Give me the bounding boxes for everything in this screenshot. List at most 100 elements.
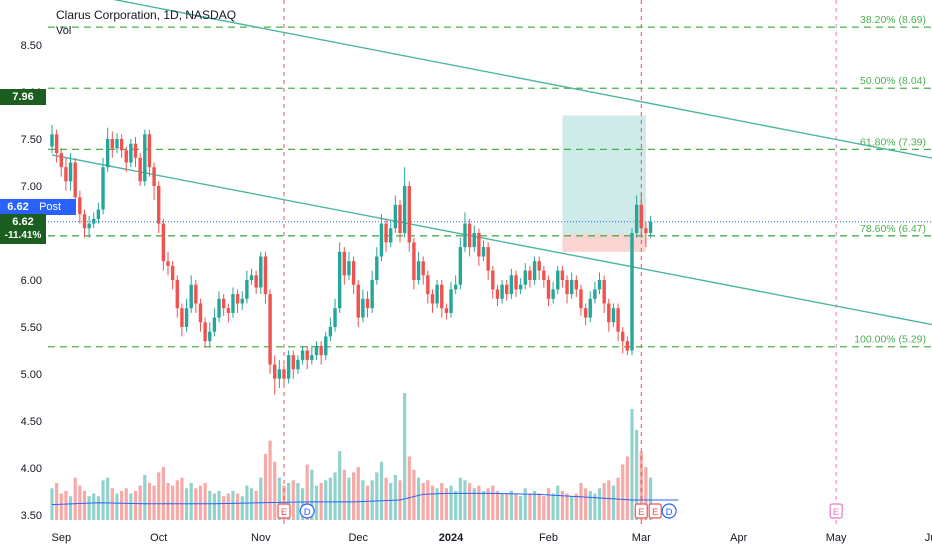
- volume-bar: [579, 482, 583, 520]
- candle-body: [245, 280, 249, 299]
- candle-body: [463, 223, 467, 248]
- candle-body: [161, 223, 166, 262]
- candle: [509, 268, 514, 299]
- candle-body: [175, 280, 179, 309]
- earnings-marker-box: [634, 503, 648, 519]
- candle: [119, 134, 124, 158]
- trendline: [51, 154, 932, 326]
- candle: [384, 218, 388, 252]
- volume-bar: [106, 477, 110, 520]
- candle-body: [361, 298, 365, 318]
- x-tick-label: Feb: [539, 532, 558, 544]
- candle: [416, 251, 421, 285]
- x-tick-label: 2024: [439, 532, 464, 544]
- candle-body: [486, 247, 490, 271]
- candle-body: [644, 228, 648, 233]
- y-tick-label: 8.50: [21, 40, 42, 52]
- earnings-marker[interactable]: E: [829, 503, 843, 519]
- high-price-value: 7.96: [12, 91, 34, 103]
- volume-bar: [180, 477, 184, 520]
- candle: [379, 214, 384, 262]
- volume-bar: [375, 472, 379, 520]
- candle-body: [87, 223, 91, 229]
- candle-body: [347, 261, 351, 276]
- candle-body: [593, 289, 597, 299]
- volume-bar: [611, 485, 616, 520]
- volume-bar: [560, 490, 564, 520]
- candle-body: [625, 341, 630, 351]
- candle: [569, 272, 574, 299]
- candle: [212, 308, 217, 337]
- earnings-marker-box: [277, 503, 291, 519]
- candle-body: [440, 284, 444, 309]
- candle: [110, 131, 115, 158]
- candle: [203, 317, 207, 348]
- dividend-marker-circle: [299, 503, 315, 519]
- candle: [314, 341, 319, 360]
- volume-bar: [551, 493, 555, 520]
- candle: [347, 251, 351, 280]
- y-tick-label: 7.50: [21, 134, 42, 146]
- candle: [551, 281, 555, 304]
- candle-body: [319, 345, 323, 356]
- candle-body: [634, 204, 639, 233]
- candle-body: [588, 298, 592, 318]
- x-tick-label: Mar: [632, 532, 651, 544]
- volume-bar: [310, 469, 314, 520]
- volume-bar: [175, 480, 179, 520]
- candle: [286, 350, 291, 384]
- candle: [138, 153, 142, 186]
- candle-body: [477, 233, 481, 257]
- dividend-marker[interactable]: D: [661, 503, 677, 519]
- candle: [310, 345, 314, 365]
- candle-body: [542, 270, 546, 280]
- candle: [444, 303, 449, 320]
- candle-body: [157, 186, 161, 224]
- volume-bar: [421, 482, 425, 520]
- candle: [175, 275, 179, 318]
- dividend-marker[interactable]: D: [299, 503, 315, 519]
- volume-bar: [440, 482, 444, 520]
- candle: [240, 291, 244, 311]
- earnings-marker[interactable]: E: [277, 503, 291, 519]
- candle-body: [101, 167, 105, 210]
- candle-body: [198, 303, 203, 323]
- volume-bar: [115, 493, 119, 520]
- volume-bar: [523, 488, 527, 520]
- volume-bar: [546, 488, 551, 520]
- candle-body: [300, 350, 305, 360]
- volume-bar: [607, 480, 611, 520]
- candle-body: [333, 308, 337, 327]
- candle-body: [54, 134, 59, 154]
- volume-bar: [644, 467, 648, 520]
- candle-body: [342, 251, 347, 276]
- volume-bar: [361, 480, 365, 520]
- earnings-marker[interactable]: E: [648, 503, 662, 519]
- candle-body: [569, 280, 574, 295]
- volume-bar: [500, 493, 504, 520]
- candle-body: [143, 134, 147, 182]
- candle: [361, 289, 365, 323]
- candle: [407, 181, 411, 252]
- candle: [147, 129, 152, 177]
- candle-body: [375, 256, 379, 280]
- volume-bar: [101, 480, 105, 520]
- candle-body: [565, 280, 569, 295]
- volume-bar: [263, 453, 268, 520]
- candle: [231, 287, 235, 318]
- y-tick-label: 3.50: [21, 510, 42, 522]
- candle-body: [514, 275, 518, 290]
- candle: [611, 303, 616, 327]
- candle-body: [579, 289, 583, 309]
- volume-bar: [449, 485, 453, 520]
- candle: [393, 195, 398, 233]
- earnings-marker-box: [829, 503, 843, 519]
- x-tick-label: May: [826, 532, 847, 544]
- candle: [412, 237, 416, 290]
- candle: [198, 298, 203, 332]
- earnings-marker[interactable]: E: [634, 503, 648, 519]
- volume-bar: [314, 485, 319, 520]
- candle-body: [412, 242, 416, 280]
- candle-body: [212, 317, 217, 332]
